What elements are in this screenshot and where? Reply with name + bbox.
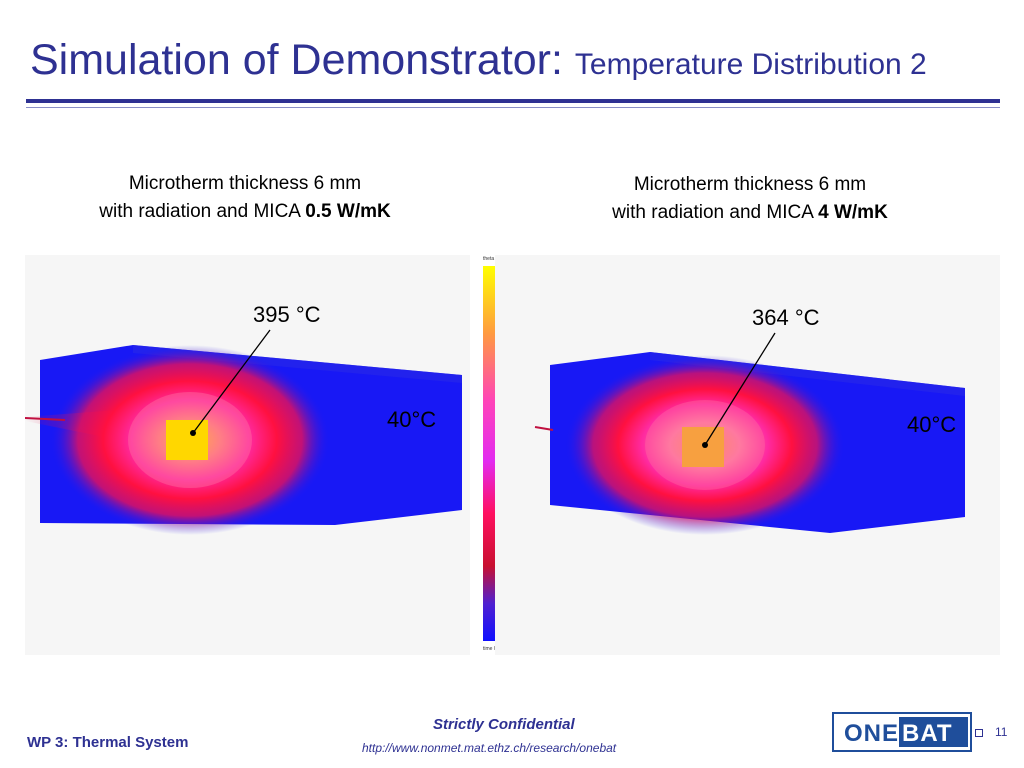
slide-title-sub: Temperature Distribution 2	[574, 48, 927, 81]
slide-title-main: Simulation of Demonstrator:	[30, 36, 575, 84]
right-caption-text: with radiation and MICA	[612, 202, 819, 223]
footer-url: http://www.nonmet.mat.ethz.ch/research/o…	[362, 741, 617, 755]
right-simulation-render	[534, 332, 965, 535]
work-package-label: WP 3: Thermal System	[27, 734, 189, 751]
left-simulation-render	[25, 329, 462, 535]
colorbar-gradient	[483, 266, 495, 641]
right-simulation-image: 364 °C 40°C	[495, 255, 1000, 655]
right-caption-value: 4 W/mK	[818, 202, 888, 223]
confidential-label: Strictly Confidential	[433, 716, 575, 733]
right-peak-temp-label: 364 °C	[752, 305, 820, 330]
right-edge-temp-label: 40°C	[907, 412, 957, 437]
logo-text-bat: BAT	[902, 720, 953, 747]
left-caption-line2: with radiation and MICA 0.5 W/mK	[40, 198, 450, 226]
left-caption: Microtherm thickness 6 mm with radiation…	[40, 170, 450, 226]
footer-square-icon	[975, 729, 983, 737]
logo-text-one: ONE	[844, 720, 900, 747]
left-caption-text: with radiation and MICA	[99, 201, 306, 222]
left-edge-temp-label: 40°C	[387, 407, 437, 432]
slide-title: Simulation of Demonstrator: Temperature …	[30, 36, 927, 85]
title-divider-thin	[26, 107, 1000, 108]
page-number: 11	[995, 725, 1008, 739]
right-caption: Microtherm thickness 6 mm with radiation…	[545, 171, 955, 227]
left-caption-line1: Microtherm thickness 6 mm	[128, 173, 362, 194]
colorbar-footer: time 0	[483, 646, 497, 652]
left-simulation-image: 395 °C 40°C	[25, 255, 470, 655]
title-divider-thick	[26, 99, 1000, 103]
onebat-logo: ONE BAT	[832, 712, 972, 752]
colorbar-header: theta	[483, 256, 495, 262]
right-caption-line2: with radiation and MICA 4 W/mK	[545, 199, 955, 227]
left-peak-temp-label: 395 °C	[253, 302, 321, 327]
right-caption-line1: Microtherm thickness 6 mm	[633, 174, 867, 195]
left-caption-value: 0.5 W/mK	[305, 201, 391, 222]
